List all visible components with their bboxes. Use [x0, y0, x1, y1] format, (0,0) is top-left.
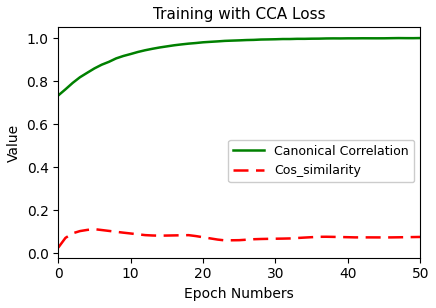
Cos_similarity — [418, 235, 423, 239]
X-axis label: Epoch Numbers: Epoch Numbers — [184, 287, 294, 301]
Canonical Correlation — [135, 50, 140, 54]
Cos_similarity — [179, 233, 184, 237]
Cos_similarity — [302, 236, 307, 239]
Cos_similarity — [410, 235, 416, 239]
Line: Cos_similarity: Cos_similarity — [58, 229, 420, 248]
Title: Training with CCA Loss: Training with CCA Loss — [153, 7, 326, 22]
Cos_similarity — [324, 235, 329, 239]
Y-axis label: Value: Value — [7, 124, 21, 162]
Legend: Canonical Correlation, Cos_similarity: Canonical Correlation, Cos_similarity — [228, 140, 414, 182]
Cos_similarity — [56, 246, 61, 249]
Canonical Correlation — [418, 36, 423, 40]
Canonical Correlation — [410, 36, 416, 40]
Canonical Correlation — [295, 37, 300, 41]
Canonical Correlation — [316, 37, 321, 40]
Canonical Correlation — [56, 94, 61, 97]
Cos_similarity — [171, 233, 177, 237]
Line: Canonical Correlation: Canonical Correlation — [58, 38, 420, 95]
Cos_similarity — [92, 227, 97, 231]
Canonical Correlation — [164, 45, 170, 48]
Cos_similarity — [143, 233, 148, 237]
Canonical Correlation — [171, 43, 177, 47]
